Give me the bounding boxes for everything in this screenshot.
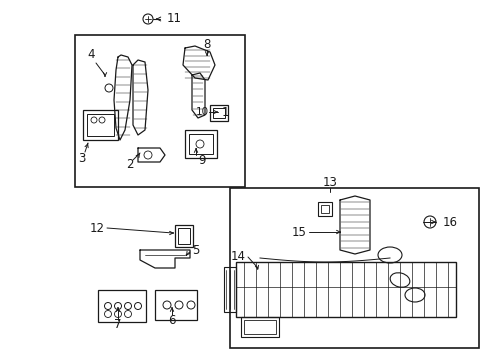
Bar: [83, 110, 118, 140]
Bar: [75, 35, 244, 187]
Bar: [213, 108, 224, 118]
Text: 5: 5: [192, 243, 199, 256]
Bar: [236, 262, 455, 317]
Text: 16: 16: [442, 216, 457, 229]
Text: -: -: [210, 107, 213, 117]
Text: 8: 8: [203, 37, 210, 50]
Text: 14: 14: [230, 251, 245, 264]
Bar: [155, 290, 197, 320]
Bar: [184, 130, 217, 158]
Bar: [320, 205, 328, 213]
Bar: [189, 134, 213, 154]
Bar: [98, 290, 146, 322]
Bar: [87, 114, 114, 136]
Text: 12: 12: [90, 221, 105, 234]
Text: 6: 6: [168, 314, 175, 327]
Bar: [241, 317, 279, 337]
Bar: [178, 228, 190, 244]
Text: 2: 2: [126, 158, 134, 171]
Text: 11: 11: [167, 13, 182, 26]
Text: 1: 1: [222, 105, 229, 118]
Bar: [244, 320, 275, 334]
Text: 13: 13: [322, 175, 337, 189]
Bar: [224, 267, 236, 312]
Text: 15: 15: [291, 225, 306, 238]
Bar: [317, 202, 331, 216]
Bar: [175, 225, 193, 247]
Bar: [209, 105, 227, 121]
Text: 3: 3: [78, 152, 85, 165]
Text: 7: 7: [114, 319, 122, 332]
Bar: [229, 188, 478, 348]
Text: 9: 9: [198, 153, 205, 166]
Text: 4: 4: [87, 49, 95, 62]
Text: 10: 10: [196, 107, 208, 117]
